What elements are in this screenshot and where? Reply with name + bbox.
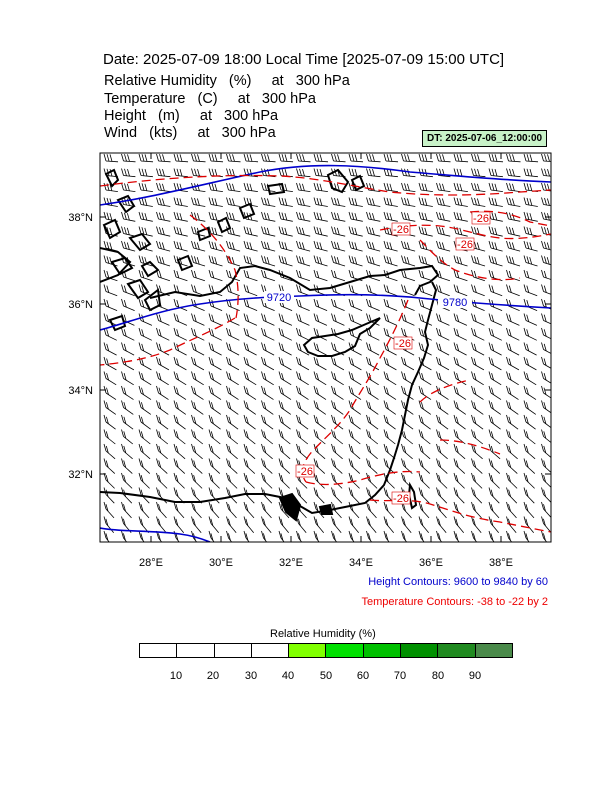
height-label-2: 9780 [443, 297, 467, 309]
colorbar-swatch [326, 644, 364, 657]
field-height: Height (m) at 300 hPa [104, 108, 279, 124]
colorbar-label: 50 [319, 670, 333, 682]
colorbar-label: 90 [468, 670, 482, 682]
legend-title: Relative Humidity (%) [270, 628, 376, 640]
colorbar-label: 20 [206, 670, 220, 682]
temp-label-3: -26 [457, 239, 473, 251]
temperature-contours [100, 174, 551, 533]
lat-label-34: 34°N [68, 385, 93, 397]
colorbar-label: 80 [431, 670, 445, 682]
colorbar-label: 30 [244, 670, 258, 682]
map-frame [99, 152, 552, 543]
colorbar-swatch [289, 644, 327, 657]
field-temperature: Temperature (C) at 300 hPa [104, 91, 316, 107]
lat-label-36: 36°N [68, 299, 93, 311]
lon-label-38: 38°E [489, 557, 513, 569]
temp-label-4: -26 [395, 338, 411, 350]
page-title: Date: 2025-07-09 18:00 Local Time [2025-… [103, 51, 505, 68]
temperature-contours-note: Temperature Contours: -38 to -22 by 2 [361, 596, 548, 608]
colorbar-swatch [438, 644, 476, 657]
humidity-colorbar [139, 643, 513, 658]
lat-label-32: 32°N [68, 469, 93, 481]
temp-label-2: -26 [473, 213, 489, 225]
lon-label-30: 30°E [209, 557, 233, 569]
colorbar-swatch [401, 644, 439, 657]
latitude-axis [100, 216, 551, 475]
colorbar-swatch [251, 644, 290, 657]
colorbar-swatch [363, 644, 402, 657]
height-label-1: 9720 [267, 292, 291, 304]
lon-label-32: 32°E [279, 557, 303, 569]
colorbar-swatch [177, 644, 215, 657]
temperature-contour-labels: -26 -26 -26 -26 -26 -26 [295, 211, 491, 505]
colorbar-label: 60 [356, 670, 370, 682]
field-rh: Relative Humidity (%) at 300 hPa [104, 73, 350, 89]
colorbar-label: 70 [393, 670, 407, 682]
temp-label-1: -26 [393, 224, 409, 236]
lat-label-38: 38°N [68, 212, 93, 224]
coastline [100, 168, 440, 522]
height-contours-note: Height Contours: 9600 to 9840 by 60 [368, 576, 548, 588]
colorbar-swatch [140, 644, 178, 657]
colorbar-label: 10 [169, 670, 183, 682]
colorbar-swatch [214, 644, 252, 657]
height-contour-labels: 9720 9780 [264, 291, 472, 309]
longitude-axis [150, 153, 502, 542]
lon-label-34: 34°E [349, 557, 373, 569]
lon-label-36: 36°E [419, 557, 443, 569]
temp-label-6: -26 [393, 493, 409, 505]
colorbar-label: 40 [281, 670, 295, 682]
temp-label-5: -26 [297, 466, 313, 478]
colorbar-swatch [475, 644, 512, 657]
lon-label-28: 28°E [139, 557, 163, 569]
field-wind: Wind (kts) at 300 hPa [104, 125, 276, 141]
dt-badge: DT: 2025-07-06_12:00:00 [422, 130, 548, 147]
